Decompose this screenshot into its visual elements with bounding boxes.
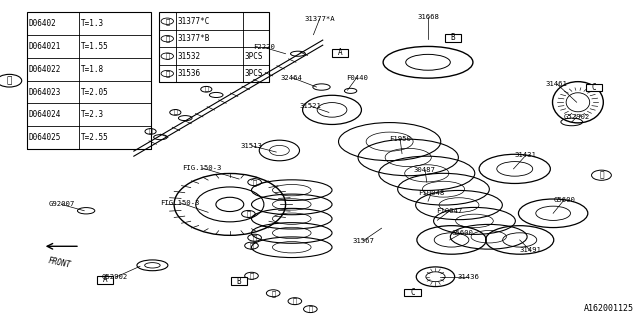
Text: 31377*A: 31377*A bbox=[305, 16, 335, 22]
Text: 30487: 30487 bbox=[414, 166, 436, 172]
Text: ③: ③ bbox=[165, 53, 170, 60]
Text: ①: ① bbox=[253, 179, 257, 186]
Text: T=2.05: T=2.05 bbox=[81, 88, 109, 97]
Text: T=1.3: T=1.3 bbox=[81, 19, 104, 28]
Text: C: C bbox=[410, 288, 415, 297]
Text: 31461: 31461 bbox=[546, 81, 568, 87]
FancyBboxPatch shape bbox=[159, 12, 269, 82]
Text: ⑥: ⑥ bbox=[6, 76, 12, 85]
Text: 31377*C: 31377*C bbox=[178, 17, 210, 26]
Text: D064021: D064021 bbox=[29, 42, 61, 51]
Text: ④: ④ bbox=[165, 70, 170, 77]
FancyBboxPatch shape bbox=[404, 289, 420, 296]
Text: 31513: 31513 bbox=[241, 143, 262, 149]
Text: 31431: 31431 bbox=[515, 152, 537, 158]
Text: G92007: G92007 bbox=[48, 201, 74, 207]
Text: ①: ① bbox=[173, 110, 177, 115]
Text: ⑥: ⑥ bbox=[599, 171, 604, 180]
Text: ①: ① bbox=[148, 129, 152, 134]
Text: T=1.8: T=1.8 bbox=[81, 65, 104, 74]
Text: T=2.55: T=2.55 bbox=[81, 133, 109, 142]
Text: FRONT: FRONT bbox=[47, 256, 72, 269]
Text: G52902: G52902 bbox=[102, 274, 129, 280]
Text: 32464: 32464 bbox=[281, 75, 303, 81]
Text: A: A bbox=[102, 276, 107, 284]
Text: 3PCS: 3PCS bbox=[244, 69, 263, 78]
Text: F10047: F10047 bbox=[436, 208, 463, 214]
Text: 31668: 31668 bbox=[417, 14, 439, 20]
Text: G5600: G5600 bbox=[451, 230, 473, 236]
Text: A162001125: A162001125 bbox=[584, 304, 634, 313]
Text: D064025: D064025 bbox=[29, 133, 61, 142]
FancyBboxPatch shape bbox=[27, 12, 150, 149]
Text: F0440: F0440 bbox=[346, 75, 368, 81]
Text: B: B bbox=[237, 277, 241, 286]
Text: ④: ④ bbox=[250, 273, 253, 279]
Text: ④: ④ bbox=[271, 290, 275, 297]
FancyBboxPatch shape bbox=[586, 84, 602, 92]
FancyBboxPatch shape bbox=[97, 276, 113, 284]
Text: ②: ② bbox=[165, 35, 170, 42]
Text: 31536: 31536 bbox=[178, 69, 201, 78]
Text: C: C bbox=[592, 83, 596, 92]
Text: ①: ① bbox=[165, 18, 170, 25]
Text: D064024: D064024 bbox=[29, 110, 61, 119]
Text: A: A bbox=[338, 48, 342, 57]
Text: D06402: D06402 bbox=[29, 19, 56, 28]
Text: FIG.150-3: FIG.150-3 bbox=[182, 165, 221, 171]
Text: F1950: F1950 bbox=[389, 136, 411, 142]
Text: B: B bbox=[451, 33, 455, 42]
FancyBboxPatch shape bbox=[332, 49, 348, 57]
Text: T=1.55: T=1.55 bbox=[81, 42, 109, 51]
Text: 3PCS: 3PCS bbox=[244, 52, 263, 60]
Text: F2220: F2220 bbox=[253, 44, 275, 50]
Text: 31436: 31436 bbox=[458, 274, 479, 280]
FancyBboxPatch shape bbox=[445, 34, 461, 42]
Text: 31377*B: 31377*B bbox=[178, 34, 210, 43]
Text: D064022: D064022 bbox=[29, 65, 61, 74]
Text: 31567: 31567 bbox=[352, 238, 374, 244]
Text: F10048: F10048 bbox=[418, 190, 444, 196]
Text: G5600: G5600 bbox=[554, 197, 575, 203]
Text: ②: ② bbox=[246, 211, 250, 217]
Text: ①: ① bbox=[204, 86, 208, 92]
FancyBboxPatch shape bbox=[231, 277, 247, 285]
Text: FIG.150-3: FIG.150-3 bbox=[161, 200, 200, 206]
Text: 31532: 31532 bbox=[178, 52, 201, 60]
Text: 31521: 31521 bbox=[300, 103, 321, 109]
Text: ⑤: ⑤ bbox=[308, 306, 312, 312]
Text: ②: ② bbox=[253, 235, 257, 241]
Text: T=2.3: T=2.3 bbox=[81, 110, 104, 119]
Text: ③: ③ bbox=[250, 242, 253, 249]
Text: G52902: G52902 bbox=[564, 114, 590, 120]
Text: ⑤: ⑤ bbox=[293, 298, 297, 304]
Text: D064023: D064023 bbox=[29, 88, 61, 97]
Text: 31491: 31491 bbox=[519, 247, 541, 253]
